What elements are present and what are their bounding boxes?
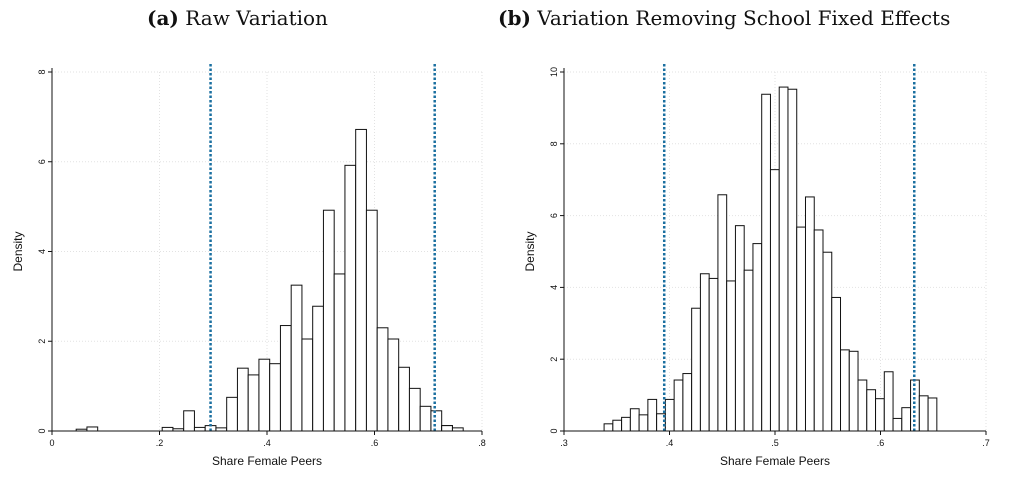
x-tick-label: .6 [371, 438, 379, 448]
histogram-bar [866, 389, 877, 432]
y-tick-label: 0 [549, 428, 559, 433]
x-tick-label: .4 [666, 438, 674, 448]
x-tick-label: .3 [560, 438, 568, 448]
histogram-bar [365, 209, 378, 432]
histogram-bar [796, 226, 806, 432]
histogram-bar [840, 349, 850, 432]
histogram-bar [301, 338, 314, 432]
histogram-bar [236, 367, 249, 432]
histogram-bar [726, 280, 736, 432]
chart-panel-0: 0 2 4 6 8 0 .2 .4 .6 .8 Share Female Peers Density [11, 64, 486, 468]
histogram-bar [441, 425, 453, 432]
x-axis-title: Share Female Peers [720, 454, 830, 468]
y-axis-title: Density [11, 231, 25, 271]
x-tick-label: .2 [156, 438, 164, 448]
histogram-bar [892, 417, 903, 432]
histogram-bar [682, 373, 693, 432]
panel-a-title-text: Raw Variation [185, 6, 328, 30]
histogram-bar [848, 350, 859, 432]
histogram-bar [699, 273, 710, 432]
histogram-bar [691, 307, 701, 432]
y-tick-label: 2 [549, 357, 559, 362]
y-tick-label: 8 [37, 69, 47, 74]
x-tick-label: .6 [877, 438, 885, 448]
histogram-bar [717, 194, 728, 432]
histogram-bar [787, 88, 798, 432]
histogram-bar [419, 405, 432, 432]
histogram-bar [322, 209, 335, 432]
x-tick-label: .7 [982, 438, 990, 448]
y-tick-label: 6 [37, 159, 47, 164]
histogram-bar [734, 225, 745, 432]
histogram-bar [629, 408, 640, 432]
histogram-bar [258, 358, 271, 432]
x-tick-label: .8 [478, 438, 486, 448]
histogram-bar [290, 284, 303, 432]
panel-b-title-text: Variation Removing School Fixed Effects [537, 6, 951, 30]
histogram-bar [344, 164, 357, 432]
histogram-bar [743, 269, 754, 432]
histogram-bar [910, 379, 920, 432]
histogram-bar [279, 325, 292, 432]
y-axis-title: Density [523, 231, 537, 271]
histogram-bar [813, 229, 824, 432]
x-tick-label: .4 [263, 438, 271, 448]
y-tick-label: 8 [549, 141, 559, 146]
y-tick-label: 6 [549, 213, 559, 218]
histogram-bar [822, 251, 833, 432]
y-tick-label: 0 [37, 428, 47, 433]
y-tick-label: 10 [549, 67, 559, 77]
histogram-bar [226, 396, 238, 432]
histogram-bar [387, 338, 400, 432]
histogram-bar [901, 407, 912, 432]
histogram-bar [778, 86, 789, 432]
histogram-bar [408, 387, 421, 432]
x-tick-label: 0 [49, 438, 54, 448]
histogram-bar [612, 419, 623, 432]
histogram-bar [398, 366, 410, 432]
y-tick-label: 2 [37, 339, 47, 344]
histogram-bar [769, 169, 780, 432]
histogram-bar [831, 296, 842, 432]
panel-b-title: (b) Variation Removing School Fixed Effe… [498, 6, 950, 30]
histogram-bar [927, 397, 938, 432]
y-tick-label: 4 [37, 249, 47, 254]
histogram-bar [183, 410, 195, 432]
histogram-bar [804, 196, 815, 432]
histogram-bar [247, 374, 260, 432]
histogram-bar [875, 398, 885, 432]
histogram-bar [269, 363, 281, 432]
histogram-bar [603, 423, 614, 432]
histogram-bar [638, 414, 649, 432]
histogram-bar [312, 305, 324, 432]
histogram-bar [752, 243, 763, 432]
x-tick-label: .5 [771, 438, 779, 448]
histogram-bar [673, 379, 684, 432]
histogram-bar [621, 416, 631, 432]
histogram-bar [761, 93, 771, 432]
histogram-bar [883, 371, 894, 432]
panel-a-letter: (a) [147, 6, 179, 30]
histogram-bar [664, 398, 675, 432]
histogram-bar [193, 426, 206, 432]
histogram-bar [376, 327, 389, 432]
histogram-bar [333, 273, 346, 432]
histogram-bar [918, 395, 929, 432]
histogram-bar [355, 128, 367, 432]
chart-panel-1: 0 2 4 6 8 10 .3 .4 .5 .6 .7 Share Female Peers Densi… [523, 64, 990, 468]
histogram-bar [161, 426, 174, 432]
y-tick-label: 4 [549, 285, 559, 290]
panel-b-letter: (b) [498, 6, 531, 30]
histogram-bar [430, 410, 443, 432]
histogram-bar [857, 379, 868, 432]
histogram-bar [647, 398, 658, 432]
x-axis-title: Share Female Peers [212, 454, 322, 468]
histogram-bar [86, 426, 99, 432]
panel-a-title: (a) Raw Variation [147, 6, 328, 30]
histogram-bar [708, 277, 719, 432]
